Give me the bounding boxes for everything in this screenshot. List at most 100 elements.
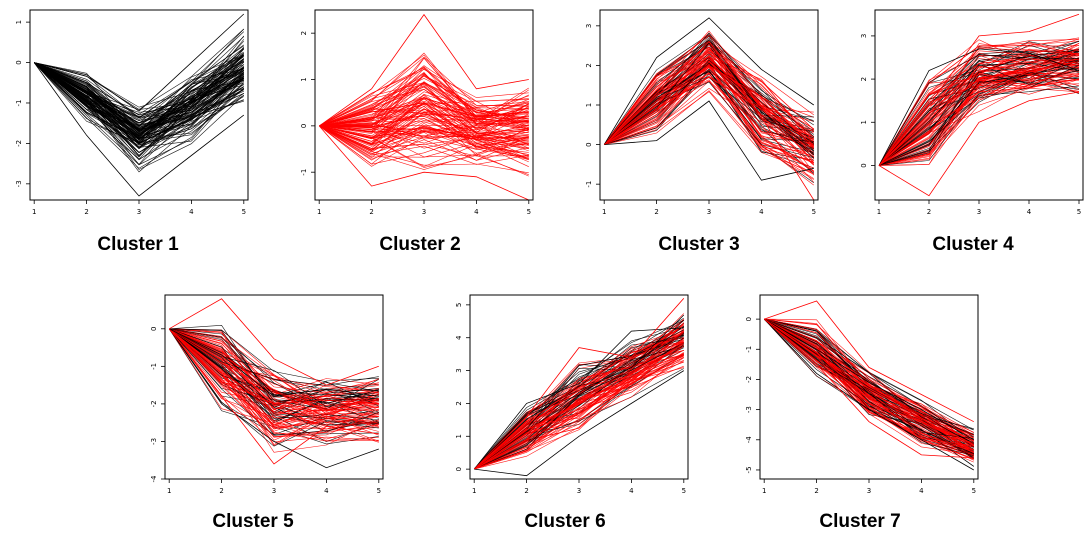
y-tick-label: 0 <box>150 327 158 331</box>
series-line-2 <box>763 318 974 447</box>
y-tick-label: -5 <box>745 466 753 473</box>
y-tick-label: 2 <box>860 77 868 81</box>
profile-line <box>878 63 1080 166</box>
cluster-2-title: Cluster 2 <box>379 234 461 255</box>
x-tick-label: 1 <box>602 208 606 216</box>
profile-line <box>878 67 1080 166</box>
x-tick-label: 5 <box>1077 208 1081 216</box>
y-tick-label: 4 <box>455 335 463 340</box>
profile-line <box>34 51 244 127</box>
cluster-3-panel: 1 2 3 4 5 -1 0 1 2 3 Cluster 3 <box>570 0 840 260</box>
x-tick-label: 5 <box>242 208 246 216</box>
x-tick-label: 2 <box>814 487 818 495</box>
profile-line <box>33 62 245 169</box>
x-tick-label: 5 <box>812 208 816 216</box>
profile-line <box>319 125 529 174</box>
profile-line <box>319 125 529 165</box>
y-tick-label: -1 <box>150 363 158 370</box>
x-tick-label: 1 <box>472 487 476 495</box>
profile-line <box>604 90 814 180</box>
profile-line <box>878 73 1080 166</box>
series-line-4 <box>474 370 685 477</box>
series-line-1 <box>603 64 815 145</box>
y-tick-label: -3 <box>150 438 158 445</box>
cluster-4-plot: 1 2 3 4 5 0 1 2 3 <box>860 9 1084 216</box>
y-tick-label: 1 <box>455 434 463 438</box>
series-line-5 <box>34 13 245 112</box>
x-tick-label: 4 <box>919 487 924 495</box>
profile-line <box>474 367 684 470</box>
cluster-7-plot: 1 2 3 4 5 -5 -4 -3 -2 -1 0 <box>745 294 979 495</box>
profile-line <box>878 64 1080 166</box>
profile-line <box>603 46 814 148</box>
profile-line <box>319 118 529 142</box>
profile-line <box>168 328 379 436</box>
profile-line <box>764 318 974 452</box>
profile-line <box>878 41 1080 166</box>
series-line-4 <box>168 328 379 469</box>
cluster-6-title: Cluster 6 <box>524 511 606 532</box>
profile-line <box>33 62 244 166</box>
cluster-4-panel: 1 2 3 4 5 0 1 2 3 Cluster 4 <box>845 0 1085 260</box>
profile-line <box>604 68 814 155</box>
y-tick-label: 1 <box>860 120 868 124</box>
profile-line <box>878 38 1080 166</box>
profile-line <box>474 323 685 470</box>
y-tick-label: 3 <box>860 34 868 38</box>
cluster-3-plot: 1 2 3 4 5 -1 0 1 2 3 <box>585 9 819 216</box>
profile-line <box>603 56 815 145</box>
cluster-4-title: Cluster 4 <box>932 234 1014 255</box>
profile-line <box>878 49 1080 166</box>
profile-line <box>764 318 974 454</box>
cluster-6-plot: 1 2 3 4 5 0 1 2 3 4 5 <box>455 294 689 495</box>
series-line-2 <box>603 76 815 145</box>
profile-line <box>474 337 684 470</box>
profile-line <box>319 125 529 149</box>
profile-line <box>764 318 974 451</box>
profile-line <box>169 328 379 438</box>
series-line-3 <box>764 300 974 423</box>
profile-lines <box>603 17 815 200</box>
x-tick-label: 2 <box>524 487 528 495</box>
profile-lines <box>878 13 1080 197</box>
profile-line <box>169 328 379 424</box>
cluster-6-panel: 1 2 3 4 5 0 1 2 3 4 5 Cluster 6 <box>440 285 710 535</box>
profile-line <box>604 42 814 145</box>
profile-line <box>878 72 1080 166</box>
cluster-1-title: Cluster 1 <box>97 234 179 255</box>
profile-line <box>319 106 529 141</box>
profile-line <box>604 79 814 161</box>
profile-line <box>34 40 245 124</box>
series-line-1 <box>473 343 684 470</box>
x-tick-label: 3 <box>577 487 581 495</box>
y-tick-label: 3 <box>455 368 463 372</box>
series-line-4 <box>318 125 529 200</box>
x-tick-label: 2 <box>219 487 223 495</box>
cluster-3-title: Cluster 3 <box>658 234 740 255</box>
x-tick-label: 3 <box>867 487 871 495</box>
profile-line <box>34 62 244 145</box>
profile-line <box>169 328 379 407</box>
profile-line <box>34 62 244 142</box>
profile-line <box>878 37 1080 166</box>
profile-line <box>319 125 529 161</box>
profile-lines <box>318 13 529 200</box>
profile-line <box>764 318 974 436</box>
profile-line <box>319 118 529 159</box>
cluster-7-title: Cluster 7 <box>819 511 901 532</box>
profile-line <box>878 74 1080 166</box>
y-tick-label: -4 <box>745 436 753 444</box>
profile-line <box>169 328 379 453</box>
profile-line <box>878 61 1080 166</box>
profile-line <box>319 57 529 132</box>
profile-line <box>169 328 379 405</box>
profile-line <box>34 54 245 134</box>
profile-line <box>169 328 379 433</box>
series-line-2 <box>34 58 245 116</box>
y-tick-label: -1 <box>745 346 753 353</box>
profile-line <box>603 43 815 147</box>
series-line-5 <box>319 120 529 131</box>
y-tick-label: -2 <box>15 140 23 147</box>
profile-line <box>168 328 379 432</box>
cluster-2-plot: 1 2 3 4 5 -1 0 1 2 <box>300 9 534 216</box>
